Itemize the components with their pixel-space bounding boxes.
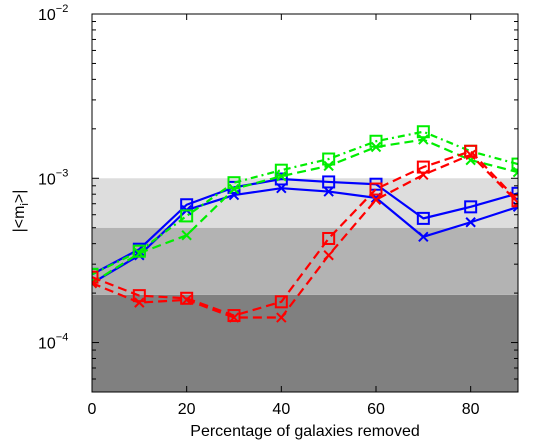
y-axis-title-main: |<m (11, 206, 28, 233)
y-axis-title: |<mi>| (11, 190, 31, 233)
band-3 (92, 178, 518, 227)
x-tick-label: 60 (367, 401, 385, 418)
band-1 (92, 295, 518, 392)
y-axis-title-end: >| (11, 190, 28, 204)
y-tick-label: 10−2 (38, 3, 68, 24)
x-tick-label: 40 (272, 401, 290, 418)
y-tick-label: 10−3 (38, 167, 68, 188)
x-axis-title: Percentage of galaxies removed (190, 423, 419, 440)
x-tick-label: 80 (462, 401, 480, 418)
x-tick-label: 20 (178, 401, 196, 418)
y-tick-label: 10−4 (38, 332, 68, 353)
x-tick-label: 0 (88, 401, 97, 418)
